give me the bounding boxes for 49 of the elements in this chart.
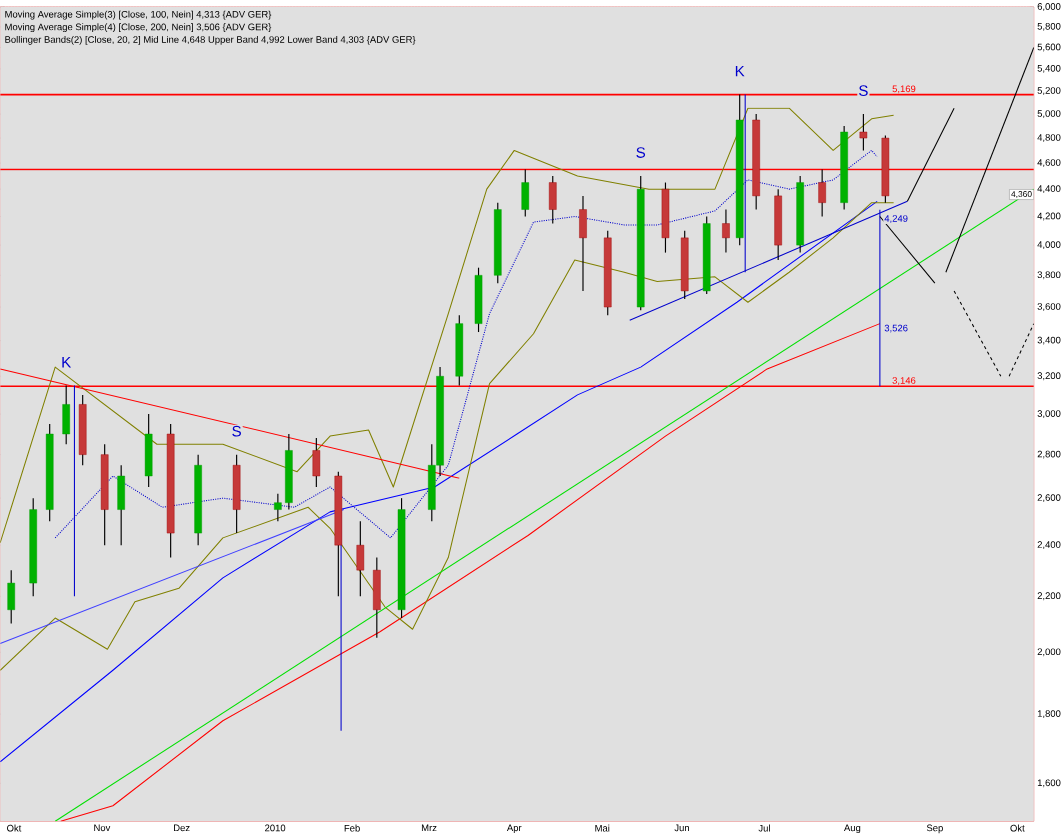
annotation: 3,526 bbox=[884, 324, 908, 333]
annotation: K bbox=[62, 356, 72, 368]
y-tick-label: 3,400 bbox=[1037, 336, 1061, 345]
x-tick-label: Dez bbox=[174, 824, 190, 832]
x-tick-label: 2010 bbox=[265, 824, 286, 832]
annotation: S bbox=[636, 147, 646, 158]
x-tick-label: Okt bbox=[1010, 824, 1025, 832]
annotation: Bollinger Bands(2) [Close, 20, 2] Mid Line 4,648 Upper Band 4,992 Lower Band 4,303 {ADV GER} bbox=[5, 35, 416, 45]
annotation: S bbox=[232, 425, 241, 437]
y-tick-label: 2,000 bbox=[1037, 648, 1061, 657]
y-tick-label: 5,000 bbox=[1037, 109, 1061, 118]
y-tick-label: 1,800 bbox=[1037, 710, 1061, 718]
annotation: Moving Average Simple(3) [Close, 100, Nein] 4,313 {ADV GER} bbox=[5, 10, 272, 20]
annotation: S bbox=[859, 85, 868, 96]
annotation: Moving Average Simple(4) [Close, 200, Nein] 3,506 {ADV GER} bbox=[5, 23, 272, 32]
y-tick-label: 3,000 bbox=[1037, 410, 1061, 418]
x-tick-label: Aug bbox=[844, 824, 861, 833]
annotation: 4,249 bbox=[884, 214, 908, 223]
y-tick-label: 5,200 bbox=[1037, 86, 1061, 95]
y-tick-label: 1,600 bbox=[1037, 779, 1061, 788]
y-tick-label: 2,200 bbox=[1037, 592, 1061, 601]
x-tick-label: Jun bbox=[674, 824, 689, 832]
y-tick-label: 5,400 bbox=[1037, 64, 1061, 73]
y-tick-label: 2,800 bbox=[1037, 450, 1061, 459]
y-tick-label: 3,200 bbox=[1037, 372, 1061, 380]
y-tick-label: 5,800 bbox=[1037, 22, 1061, 31]
y-tick-label: 2,400 bbox=[1037, 541, 1061, 549]
x-tick-label: Okt bbox=[7, 824, 22, 832]
y-tick-label: 5,600 bbox=[1037, 43, 1061, 52]
y-tick-label: 3,800 bbox=[1037, 271, 1061, 280]
y-tick-label: 4,200 bbox=[1037, 212, 1061, 221]
y-tick-label: 4,800 bbox=[1037, 133, 1061, 142]
ref-line-label: 3,146 bbox=[892, 376, 916, 385]
y-tick-label: 2,600 bbox=[1037, 494, 1061, 502]
x-tick-label: Feb bbox=[344, 824, 360, 832]
x-tick-label: Mrz bbox=[421, 824, 437, 831]
y-tick-label: 3,600 bbox=[1037, 302, 1061, 311]
y-tick-label: 4,600 bbox=[1037, 158, 1061, 167]
annotation: 4,360 bbox=[1011, 190, 1032, 198]
x-tick-label: Jul bbox=[758, 824, 770, 832]
x-tick-label: Apr bbox=[506, 824, 522, 833]
y-tick-label: 4,000 bbox=[1037, 241, 1061, 249]
x-tick-label: Nov bbox=[94, 824, 111, 832]
y-tick-label: 6,000 bbox=[1037, 2, 1061, 11]
annotation: K bbox=[735, 65, 745, 77]
ref-line-label: 5,169 bbox=[892, 85, 916, 94]
x-tick-label: Mai bbox=[595, 824, 610, 832]
y-tick-label: 4,400 bbox=[1037, 185, 1061, 193]
x-tick-label: Sep bbox=[926, 824, 943, 833]
